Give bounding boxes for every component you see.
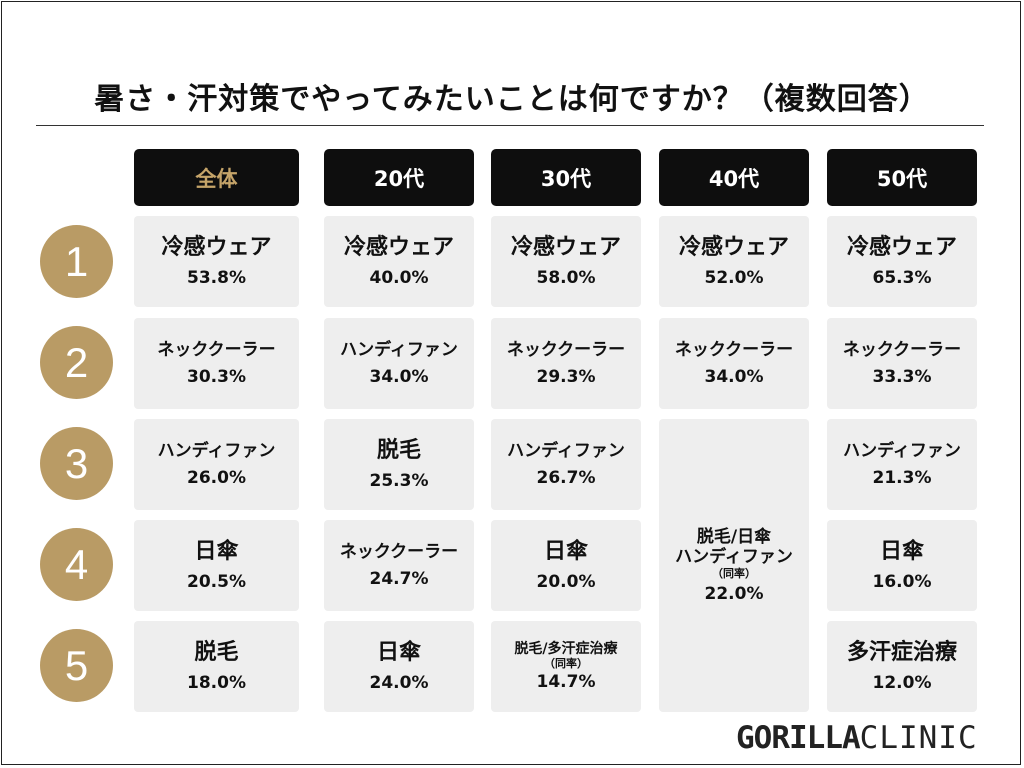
cell-item: 日傘 <box>879 538 924 564</box>
cell-50s-rank3: ハンディファン 21.3% <box>827 419 977 510</box>
cell-50s-rank5: 多汗症治療 12.0% <box>827 621 977 712</box>
cell-item: 脱毛/日傘 <box>696 526 772 547</box>
cell-50s-rank4: 日傘 16.0% <box>827 520 977 611</box>
cell-item: ネッククーラー <box>842 339 962 360</box>
cell-20s-rank4: ネッククーラー 24.7% <box>324 520 474 611</box>
cell-percent: 24.0% <box>369 673 429 694</box>
cell-30s-rank3: ハンディファン 26.7% <box>491 419 641 510</box>
cell-40s-rank1: 冷感ウェア 52.0% <box>659 216 809 307</box>
logo-strong: GORILLA <box>736 720 861 756</box>
cell-item: 脱毛 <box>376 437 421 463</box>
cell-50s-rank1: 冷感ウェア 65.3% <box>827 216 977 307</box>
cell-item: ネッククーラー <box>339 541 459 562</box>
rank-badge-1: 1 <box>40 225 113 298</box>
cell-item: 日傘 <box>194 538 239 564</box>
column-header-20s: 20代 <box>324 149 474 206</box>
cell-item: 冷感ウェア <box>161 234 272 260</box>
rank-badge-3: 3 <box>40 427 113 500</box>
cell-percent: 58.0% <box>536 268 596 289</box>
cell-50s-rank2: ネッククーラー 33.3% <box>827 318 977 409</box>
cell-percent: 20.0% <box>536 572 596 593</box>
rank-badge-5: 5 <box>40 629 113 702</box>
cell-overall-rank5: 脱毛 18.0% <box>134 621 299 712</box>
cell-item: 冷感ウェア <box>678 234 789 260</box>
cell-item: 日傘 <box>376 639 421 665</box>
cell-overall-rank1: 冷感ウェア 53.8% <box>134 216 299 307</box>
cell-percent: 25.3% <box>369 471 429 492</box>
cell-40s-rank3-tie: 脱毛/日傘 ハンディファン （同率） 22.0% <box>659 419 809 712</box>
title-divider <box>36 125 984 126</box>
cell-percent: 65.3% <box>872 268 932 289</box>
cell-30s-rank4: 日傘 20.0% <box>491 520 641 611</box>
cell-percent: 29.3% <box>536 367 596 388</box>
cell-percent: 14.7% <box>536 672 596 693</box>
cell-percent: 16.0% <box>872 572 932 593</box>
cell-percent: 26.7% <box>536 468 596 489</box>
cell-30s-rank1: 冷感ウェア 58.0% <box>491 216 641 307</box>
cell-percent: 21.3% <box>872 468 932 489</box>
cell-percent: 22.0% <box>704 584 764 605</box>
page-title: 暑さ・汗対策でやってみたいことは何ですか？（複数回答） <box>94 82 930 117</box>
column-header-overall: 全体 <box>134 149 299 206</box>
cell-percent: 34.0% <box>704 367 764 388</box>
logo-light: CLINIC <box>859 720 978 756</box>
cell-item-second: ハンディファン <box>675 546 793 567</box>
column-header-30s: 30代 <box>491 149 641 206</box>
cell-percent: 53.8% <box>187 268 246 289</box>
cell-20s-rank3: 脱毛 25.3% <box>324 419 474 510</box>
cell-item: ネッククーラー <box>157 339 276 360</box>
cell-percent: 26.0% <box>187 468 246 489</box>
cell-20s-rank2: ハンディファン 34.0% <box>324 318 474 409</box>
tie-note: （同率） <box>712 567 756 581</box>
cell-percent: 20.5% <box>187 572 246 593</box>
cell-percent: 52.0% <box>704 268 764 289</box>
cell-20s-rank5: 日傘 24.0% <box>324 621 474 712</box>
cell-percent: 24.7% <box>369 569 429 590</box>
cell-item: ハンディファン <box>843 440 961 461</box>
cell-percent: 34.0% <box>369 367 429 388</box>
column-header-50s: 50代 <box>827 149 977 206</box>
column-header-40s: 40代 <box>659 149 809 206</box>
cell-40s-rank2: ネッククーラー 34.0% <box>659 318 809 409</box>
cell-percent: 18.0% <box>187 673 246 694</box>
cell-item: ハンディファン <box>340 339 458 360</box>
cell-item: 冷感ウェア <box>343 234 454 260</box>
cell-20s-rank1: 冷感ウェア 40.0% <box>324 216 474 307</box>
cell-item: 日傘 <box>543 538 588 564</box>
cell-overall-rank4: 日傘 20.5% <box>134 520 299 611</box>
cell-item: 多汗症治療 <box>846 639 957 665</box>
cell-overall-rank3: ハンディファン 26.0% <box>134 419 299 510</box>
cell-item: ハンディファン <box>507 440 625 461</box>
rank-badge-2: 2 <box>40 326 113 399</box>
cell-overall-rank2: ネッククーラー 30.3% <box>134 318 299 409</box>
tie-note: （同率） <box>544 657 588 671</box>
cell-item: 冷感ウェア <box>846 234 957 260</box>
cell-percent: 12.0% <box>872 673 932 694</box>
cell-percent: 30.3% <box>187 367 246 388</box>
cell-percent: 33.3% <box>872 367 932 388</box>
brand-logo: GORILLACLINIC <box>736 720 978 756</box>
cell-item: 冷感ウェア <box>510 234 621 260</box>
cell-item: ネッククーラー <box>506 339 626 360</box>
cell-30s-rank2: ネッククーラー 29.3% <box>491 318 641 409</box>
rank-badge-4: 4 <box>40 528 113 601</box>
cell-30s-rank5: 脱毛/多汗症治療 （同率） 14.7% <box>491 621 641 712</box>
cell-item: ハンディファン <box>157 440 276 461</box>
cell-item: ネッククーラー <box>674 339 794 360</box>
cell-item: 脱毛 <box>194 639 239 665</box>
cell-item: 脱毛/多汗症治療 <box>514 640 618 657</box>
cell-percent: 40.0% <box>369 268 429 289</box>
